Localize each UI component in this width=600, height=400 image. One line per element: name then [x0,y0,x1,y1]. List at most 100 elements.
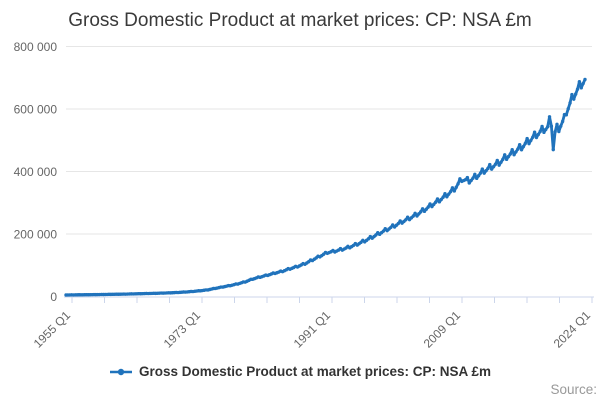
series-marker [553,130,557,134]
series-marker [426,205,430,209]
series-marker [478,171,483,175]
series-marker [497,163,501,167]
series-marker [480,167,485,171]
series-marker [484,169,488,173]
y-axis-label: 400 000 [14,165,58,179]
chart-title: Gross Domestic Product at market prices:… [68,10,532,31]
series-marker [555,122,559,127]
series-marker [534,135,539,140]
y-axis-label: 200 000 [14,228,58,242]
series-marker [517,142,522,147]
series-marker [504,157,509,162]
series-marker [405,215,410,219]
series-marker [482,171,486,175]
series-marker [527,141,531,146]
series-marker [439,197,443,202]
series-marker [495,158,499,163]
source-label: Source: [550,382,597,397]
series-marker [536,132,541,137]
series-marker [475,176,479,181]
series-marker [531,135,535,139]
legend-item-gdp[interactable]: Gross Domestic Product at market prices:… [109,364,491,379]
series-marker [503,153,507,157]
series-marker [521,144,526,149]
series-marker [510,148,514,152]
legend-label: Gross Domestic Product at market prices:… [138,364,492,379]
series-marker [489,167,494,171]
series-marker [523,141,527,146]
series-marker [559,124,563,128]
series-marker [458,177,462,181]
series-marker [469,178,473,183]
series-marker [516,147,520,151]
x-axis-label: 1955 Q1 [31,308,74,351]
line-series-marker-icon [109,368,132,375]
series-marker [486,166,490,171]
series-marker [566,107,570,111]
series-marker [549,124,554,128]
x-axis-label: 2009 Q1 [421,308,464,351]
series-markers [64,77,587,297]
series-marker [433,200,438,204]
series-marker [525,136,529,141]
series-marker [465,175,470,180]
series-marker [560,119,565,124]
series-marker [396,221,401,226]
series-marker [568,101,572,105]
series-marker [476,174,481,178]
series-marker [437,200,442,204]
series-marker [450,186,455,190]
series-marker [448,189,453,194]
series-marker [404,218,408,222]
series-marker [389,225,393,230]
series-marker [547,115,552,119]
x-axis-label: 2024 Q1 [551,308,594,351]
series-marker [573,92,578,96]
series-marker [538,129,542,134]
series-line[interactable] [64,78,587,297]
series-marker [577,79,582,84]
series-marker [514,150,518,154]
series-marker [572,97,576,101]
series-marker [488,162,492,167]
plot-area[interactable]: 0 200 000 400 000 600 000 800 000 1955 Q1 1973… [0,0,600,358]
series-marker [501,157,505,162]
series-marker [419,210,423,214]
series-marker [428,202,432,206]
series-marker [420,207,425,211]
series-marker [564,113,569,117]
series-marker [366,237,371,241]
series-marker [508,152,513,156]
legend: Gross Domestic Product at market prices:… [0,364,600,379]
series-marker [471,176,475,180]
series-marker [374,233,378,237]
series-marker [456,182,460,186]
series-marker [381,229,386,233]
series-marker [570,92,574,97]
series-marker [452,189,457,193]
series-marker [544,127,548,132]
series-marker [551,147,555,152]
series-marker [441,195,445,199]
series-marker [454,185,458,190]
series-marker [445,195,449,199]
series-marker [581,81,585,86]
series-marker [532,130,537,134]
series-marker [447,192,451,196]
series-marker [512,153,516,157]
series-marker [542,130,546,135]
series-marker [413,211,417,216]
series-marker [545,125,550,129]
series-marker [493,162,498,167]
series-marker [473,172,477,177]
series-marker [491,165,496,169]
legend-marker-dot [117,368,125,375]
series-marker [540,124,544,129]
series-marker [583,77,587,82]
series-marker [411,214,415,218]
x-axis-label: 1973 Q1 [161,308,204,351]
series-marker [499,160,503,164]
x-axis-label: 1991 Q1 [291,308,334,351]
series-marker [506,154,511,159]
